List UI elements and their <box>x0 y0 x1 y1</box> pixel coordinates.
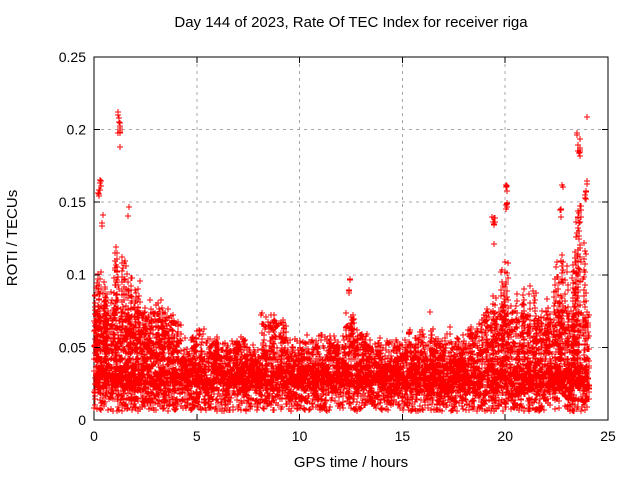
x-tick-label: 0 <box>90 428 98 444</box>
x-tick-label: 15 <box>395 428 411 444</box>
y-axis-label: ROTI / TECUs <box>4 190 21 286</box>
y-tick-label: 0.15 <box>59 194 86 210</box>
x-tick-label: 20 <box>497 428 513 444</box>
x-tick-label: 25 <box>600 428 616 444</box>
x-tick-label: 10 <box>292 428 308 444</box>
y-tick-label: 0.05 <box>59 339 86 355</box>
data-points-path <box>91 109 592 414</box>
x-tick-label: 5 <box>193 428 201 444</box>
y-tick-labels: 0 0.05 0.1 0.15 0.2 0.25 <box>59 49 86 428</box>
y-tick-label: 0.2 <box>67 122 87 138</box>
chart-title: Day 144 of 2023, Rate Of TEC Index for r… <box>174 14 528 31</box>
y-tick-label: 0 <box>78 412 86 428</box>
plot-border <box>93 56 609 421</box>
x-axis-label: GPS time / hours <box>294 454 408 471</box>
x-tick-labels: 0 5 10 15 20 25 <box>90 428 616 444</box>
y-tick-label: 0.1 <box>67 267 87 283</box>
axis-ticks <box>93 56 609 421</box>
data-points <box>91 109 592 414</box>
y-tick-label: 0.25 <box>59 49 86 65</box>
